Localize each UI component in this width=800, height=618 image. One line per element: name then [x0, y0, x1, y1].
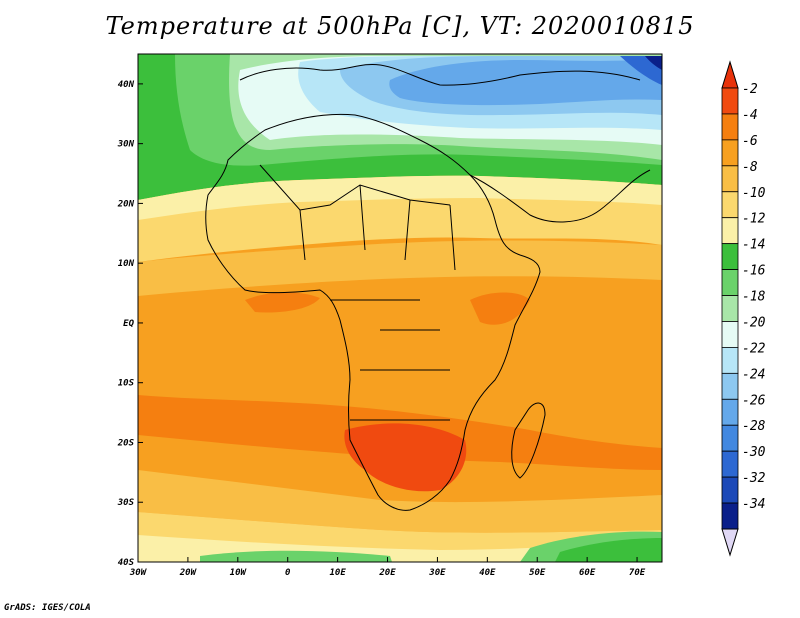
- madagascar-coastline: [511, 402, 546, 479]
- colorbar-label: -14: [742, 238, 765, 253]
- field-red-west: [245, 292, 320, 313]
- colorbar-label: -24: [742, 367, 765, 382]
- colorbar-swatch: [721, 476, 739, 504]
- colorbar-swatch: [721, 191, 739, 219]
- field-lightorange-south: [138, 470, 662, 533]
- lon-tick-label: 60E: [579, 568, 596, 578]
- colorbar-label: -18: [742, 290, 766, 305]
- colorbar-label: -34: [742, 497, 765, 512]
- colorbar-swatch: [721, 269, 739, 296]
- colorbar-swatch: [721, 113, 739, 141]
- lon-tick-label: 40E: [479, 568, 496, 578]
- lon-tick-label: 10W: [230, 568, 248, 578]
- field-paleyellow-north: [138, 175, 662, 220]
- colorbar-label: -10: [742, 186, 766, 201]
- lat-tick-label: 20S: [117, 438, 135, 448]
- coastlines: [205, 63, 651, 511]
- colorbar-swatch: [721, 424, 739, 452]
- lon-tick-label: 20W: [179, 568, 198, 578]
- colorbar-swatch: [721, 87, 739, 115]
- lat-tick-label: 20N: [117, 199, 135, 209]
- lon-tick-label: 50E: [529, 568, 546, 578]
- colorbar-swatch: [721, 295, 739, 322]
- colorbar-label: -16: [742, 264, 766, 279]
- field-red-east: [470, 292, 530, 325]
- lat-tick-label: 10S: [118, 379, 135, 389]
- border-sahara: [259, 164, 451, 211]
- colorbar-swatch: [721, 321, 739, 348]
- colorbar-bottom-arrow: [721, 528, 739, 557]
- field-red-south: [344, 423, 467, 492]
- colorbar-swatch: [721, 347, 739, 374]
- field-lightorange-sahel: [138, 240, 662, 296]
- field-green-south-east2: [555, 538, 662, 562]
- colorbar-swatch: [721, 243, 739, 270]
- colorbar-label: -6: [742, 134, 758, 149]
- colorbar-top-arrow: [721, 60, 739, 89]
- colorbar-label: -32: [742, 471, 766, 486]
- colorbar-swatch: [721, 398, 739, 426]
- colorbar-label: -20: [742, 315, 766, 330]
- colorbar-swatch: [721, 139, 739, 167]
- lat-tick-label: 30N: [117, 140, 135, 150]
- lon-tick-label: 10E: [329, 568, 346, 578]
- europe-coastline: [239, 63, 641, 86]
- lat-tick-label: 40S: [118, 558, 135, 568]
- lat-tick-label: 10N: [118, 259, 135, 269]
- colorbar-label: -4: [742, 108, 758, 123]
- lon-tick-label: 30W: [129, 568, 148, 578]
- lat-tick-label: EQ: [123, 319, 134, 329]
- colorbar-label: -2: [742, 82, 758, 97]
- colorbar-swatch: [721, 502, 739, 530]
- colorbar-swatch: [721, 165, 739, 193]
- arabia-coastline: [469, 169, 651, 223]
- field-navy-north: [645, 56, 662, 70]
- border-central: [299, 184, 456, 421]
- lon-tick-label: 30E: [428, 568, 446, 578]
- chart-title: Temperature at 500hPa [C], VT: 202001081…: [105, 12, 695, 40]
- colorbar-label: -8: [742, 160, 758, 175]
- lon-tick-label: 20E: [378, 568, 396, 578]
- lon-tick-label: 0: [285, 568, 291, 578]
- colorbar-swatch: [721, 450, 739, 478]
- map-frame: [137, 53, 663, 563]
- colorbar-label: -22: [742, 341, 766, 356]
- colorbar-label: -26: [742, 393, 766, 408]
- lat-tick-label: 30S: [117, 498, 135, 508]
- temperature-field: [138, 54, 662, 562]
- colorbar-label: -30: [742, 445, 766, 460]
- colorbar-label: -12: [742, 212, 766, 227]
- field-deepblue-north: [620, 56, 662, 85]
- field-green-south-west: [200, 550, 392, 562]
- colorbar: -2 -4 -6 -8 -10 -12 -14 -16 -18 -20 -22 -24 -26 -28 -3…: [721, 60, 766, 557]
- colorbar-label: -28: [742, 419, 766, 434]
- grads-credit: GrADS: IGES/COLA: [4, 603, 91, 613]
- lon-tick-label: 70E: [629, 568, 646, 578]
- lat-tick-label: 40N: [118, 80, 135, 90]
- africa-coastline: [205, 113, 541, 511]
- colorbar-swatch: [721, 372, 739, 400]
- colorbar-swatch: [721, 217, 739, 245]
